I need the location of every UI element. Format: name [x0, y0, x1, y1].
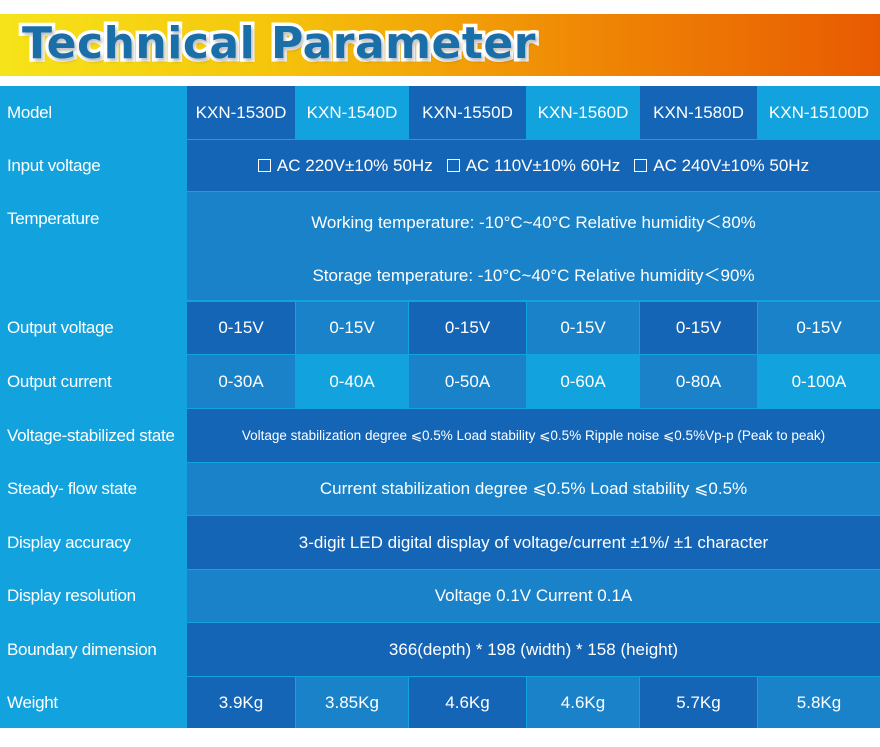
row-display-accuracy: Display accuracy 3-digit LED digital dis…: [0, 516, 880, 569]
output-voltage-cell: 0-15V: [296, 302, 408, 354]
checkbox-icon[interactable]: [634, 158, 648, 172]
row-input-voltage: Input voltage AC 220V±10% 50Hz AC 110V±1…: [0, 140, 880, 191]
output-current-cell: 0-30A: [187, 355, 295, 408]
row-voltage-stabilized: Voltage-stabilized state Voltage stabili…: [0, 409, 880, 462]
row-label: Input voltage: [7, 155, 101, 175]
row-display-resolution: Display resolution Voltage 0.1V Current …: [0, 570, 880, 622]
row-weight: Weight 3.9Kg 3.85Kg 4.6Kg 4.6Kg 5.7Kg 5.…: [0, 677, 880, 728]
row-label: Boundary dimension: [7, 639, 157, 659]
model-cell: KXN-1530D: [187, 86, 295, 139]
storage-temperature: Storage temperature: -10°C~40°C Relative…: [312, 266, 755, 285]
row-output-voltage: Output voltage 0-15V 0-15V 0-15V 0-15V 0…: [0, 302, 880, 354]
display-resolution-value: Voltage 0.1V Current 0.1A: [187, 570, 880, 622]
weight-cell: 4.6Kg: [527, 677, 639, 728]
row-label: Display resolution: [7, 586, 136, 605]
output-current-cell: 0-60A: [527, 355, 639, 408]
steady-flow-value: Current stabilization degree ⩽0.5% Load …: [187, 463, 880, 515]
working-temperature: Working temperature: -10°C~40°C Relative…: [311, 213, 756, 232]
weight-cell: 5.8Kg: [758, 677, 880, 728]
output-current-cell: 0-80A: [640, 355, 757, 408]
input-option[interactable]: AC 220V±10% 50Hz: [257, 156, 433, 176]
row-label: Weight: [7, 692, 58, 712]
model-cell: KXN-1560D: [527, 86, 639, 139]
output-voltage-cell: 0-15V: [758, 302, 880, 354]
weight-cell: 4.6Kg: [409, 677, 526, 728]
checkbox-icon[interactable]: [446, 158, 460, 172]
row-output-current: Output current 0-30A 0-40A 0-50A 0-60A 0…: [0, 355, 880, 408]
voltage-stabilized-value: Voltage stabilization degree ⩽0.5% Load …: [187, 409, 880, 462]
row-label: Voltage-stabilized state: [7, 425, 175, 445]
row-label: Output current: [7, 371, 112, 391]
row-steady-flow: Steady- flow state Current stabilization…: [0, 463, 880, 515]
output-voltage-cell: 0-15V: [409, 302, 526, 354]
title-banner: Technical Parameter: [0, 14, 880, 76]
temperature-block: [187, 192, 880, 300]
weight-cell: 3.85Kg: [296, 677, 408, 728]
output-voltage-cell: 0-15V: [527, 302, 639, 354]
output-current-cell: 0-50A: [409, 355, 526, 408]
output-voltage-cell: 0-15V: [640, 302, 757, 354]
input-option[interactable]: AC 240V±10% 50Hz: [634, 156, 809, 176]
model-cell: KXN-15100D: [758, 86, 880, 139]
row-label: Output voltage: [7, 318, 114, 337]
checkbox-icon[interactable]: [257, 158, 271, 172]
output-current-cell: 0-40A: [296, 355, 408, 408]
output-current-cell: 0-100A: [758, 355, 880, 408]
boundary-dimension-value: 366(depth) * 198 (width) * 158 (height): [187, 623, 880, 676]
row-model: Model KXN-1530D KXN-1540D KXN-1550D KXN-…: [0, 86, 880, 139]
model-cell: KXN-1550D: [409, 86, 526, 139]
row-label: Model: [7, 102, 52, 122]
row-label: Temperature: [7, 209, 100, 228]
weight-cell: 5.7Kg: [640, 677, 757, 728]
input-voltage-options: AC 220V±10% 50Hz AC 110V±10% 60Hz AC 240…: [187, 140, 880, 191]
row-boundary-dimension: Boundary dimension 366(depth) * 198 (wid…: [0, 623, 880, 676]
weight-cell: 3.9Kg: [187, 677, 295, 728]
output-voltage-cell: 0-15V: [187, 302, 295, 354]
row-temperature: Temperature Working temperature: -10°C~4…: [0, 192, 880, 300]
parameter-table: Model KXN-1530D KXN-1540D KXN-1550D KXN-…: [0, 86, 880, 728]
row-label: Display accuracy: [7, 532, 131, 552]
row-label: Steady- flow state: [7, 479, 137, 498]
model-cell: KXN-1540D: [296, 86, 408, 139]
model-cell: KXN-1580D: [640, 86, 757, 139]
display-accuracy-value: 3-digit LED digital display of voltage/c…: [187, 516, 880, 569]
input-option[interactable]: AC 110V±10% 60Hz: [446, 156, 620, 176]
page-title: Technical Parameter: [19, 15, 539, 73]
